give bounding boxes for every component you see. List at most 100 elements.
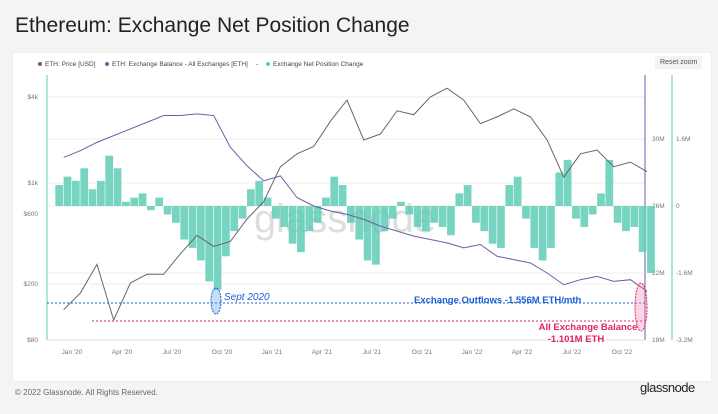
sept-2020-label: Sept 2020: [224, 292, 270, 303]
net-change-bar: [138, 193, 147, 206]
net-change-bar: [97, 180, 105, 206]
y-left-tick-label: $600: [24, 211, 39, 218]
net-change-bar: [347, 206, 355, 223]
y-right-balance-tick: 22M: [652, 270, 665, 277]
legend-marker: [105, 62, 109, 66]
legend-marker: [266, 62, 270, 66]
net-change-bar: [313, 206, 322, 223]
net-change-bar: [630, 206, 639, 227]
net-change-bar: [513, 176, 522, 206]
x-tick-label: Jan '20: [62, 349, 83, 356]
net-change-bar: [405, 206, 414, 215]
current-highlight: [634, 282, 648, 332]
net-change-bar: [580, 206, 589, 227]
net-change-bar: [597, 193, 605, 206]
net-change-bar: [230, 206, 239, 232]
net-change-bar: [238, 206, 247, 219]
x-tick-label: Jan '21: [262, 349, 283, 356]
x-tick-label: Jul '21: [363, 349, 382, 356]
legend-separator: -: [256, 61, 258, 68]
legend-label: ETH: Price [USD]: [45, 61, 96, 68]
net-change-bar: [122, 201, 130, 206]
legend-label: ETH: Exchange Balance - All Exchanges [E…: [112, 61, 248, 68]
x-tick-label: Jul '22: [563, 349, 582, 356]
net-change-bar: [397, 201, 405, 206]
net-change-bar: [155, 197, 164, 206]
x-tick-label: Jul '20: [163, 349, 182, 356]
net-change-bar: [605, 159, 614, 206]
net-change-bar: [280, 206, 289, 227]
y-left-tick-label: $4k: [28, 94, 39, 101]
net-change-bar: [438, 206, 447, 227]
x-tick-label: Jan '22: [462, 349, 483, 356]
net-change-bar: [547, 206, 555, 248]
net-change-bar: [297, 206, 305, 253]
net-change-bar: [530, 206, 539, 248]
price-line: [63, 87, 648, 322]
outflow-label: Exchange Outflows -1.556M ETH/mth: [414, 295, 582, 306]
net-change-bar: [647, 206, 655, 274]
net-change-bar: [638, 206, 647, 253]
net-change-bar: [172, 206, 180, 223]
net-change-bar: [113, 168, 122, 206]
x-tick-label: Oct '22: [612, 349, 633, 356]
net-change-bar: [563, 159, 572, 206]
net-change-bar: [505, 185, 514, 206]
exchange-balance-line: [63, 113, 648, 292]
y-right-netchange-tick: 1.6M: [676, 136, 690, 143]
legend-marker: [38, 62, 42, 66]
net-change-bar: [472, 206, 480, 223]
net-change-bar: [355, 206, 364, 240]
net-change-bar: [455, 193, 464, 206]
net-change-bar: [538, 206, 547, 261]
net-change-bar: [63, 176, 72, 206]
net-change-bar: [322, 197, 330, 206]
net-change-bar: [330, 176, 339, 206]
y-right-netchange-tick: -1.6M: [676, 270, 693, 277]
net-change-bar: [480, 206, 489, 232]
y-right-balance-tick: 18M: [652, 337, 665, 344]
net-change-bar: [555, 172, 564, 206]
copyright: © 2022 Glassnode. All Rights Reserved.: [15, 388, 158, 397]
net-change-bar: [147, 206, 155, 211]
net-change-bar: [463, 185, 472, 206]
balance-label-line1: All Exchange Balance: [539, 322, 638, 333]
net-change-bar: [488, 206, 497, 244]
net-change-bar: [188, 206, 197, 248]
net-change-bar: [72, 180, 80, 206]
net-change-bar: [447, 206, 455, 236]
net-change-bar: [88, 189, 97, 206]
net-change-bar: [130, 197, 139, 206]
net-change-bar: [497, 206, 505, 248]
y-right-balance-tick: 26M: [652, 203, 665, 210]
net-change-bar: [430, 206, 439, 223]
net-change-bar: [363, 206, 372, 261]
net-change-bar: [413, 206, 422, 227]
glassnode-logo: glassnode: [640, 380, 695, 395]
net-change-bar: [380, 206, 389, 232]
y-left-tick-label: $1k: [28, 180, 39, 187]
y-left-tick-label: $200: [24, 281, 39, 288]
net-change-bar: [422, 206, 430, 232]
net-change-bar: [247, 189, 255, 206]
net-change-bar: [372, 206, 380, 265]
x-tick-label: Apr '22: [512, 349, 533, 356]
net-change-bar: [288, 206, 297, 244]
net-change-bar: [338, 185, 347, 206]
net-change-bar: [305, 206, 314, 232]
net-change-bar: [80, 168, 89, 206]
net-change-bar: [622, 206, 630, 232]
x-tick-label: Apr '21: [312, 349, 333, 356]
y-right-balance-tick: 30M: [652, 136, 665, 143]
net-change-bar: [222, 206, 230, 257]
net-change-bar: [572, 206, 580, 219]
sept-2020-highlight: [210, 287, 222, 315]
net-change-bar: [255, 180, 264, 206]
x-tick-label: Oct '21: [412, 349, 433, 356]
net-change-bar: [55, 185, 64, 206]
reset-zoom-button[interactable]: Reset zoom: [655, 56, 703, 69]
net-change-bar: [213, 206, 222, 290]
net-change-bar: [588, 206, 597, 215]
y-right-netchange-tick: -3.2M: [676, 337, 693, 344]
